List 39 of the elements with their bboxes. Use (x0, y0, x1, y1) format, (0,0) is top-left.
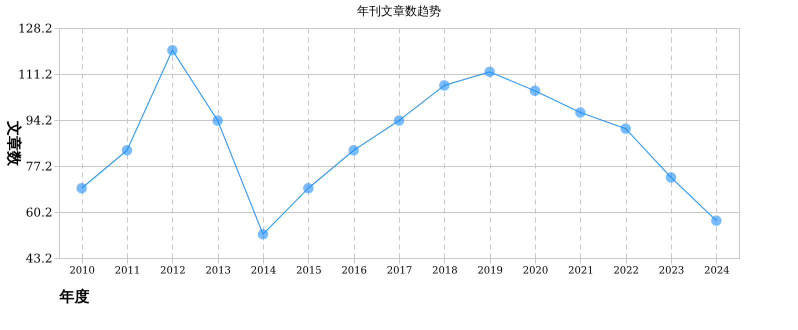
y-tick-label: 60.2 (26, 206, 52, 220)
x-tick-label: 2015 (296, 266, 322, 276)
x-tick-label: 2024 (704, 266, 730, 276)
x-tick-label: 2012 (160, 266, 186, 276)
point (575, 107, 586, 118)
y-axis-title: 文章数 (5, 120, 24, 167)
point (484, 66, 495, 78)
point (76, 182, 87, 194)
x-tick-label: 2014 (250, 266, 276, 276)
point (530, 86, 540, 96)
x-tick-label: 2022 (613, 266, 639, 276)
point (212, 115, 223, 126)
x-tick-label: 2010 (69, 266, 95, 276)
point (620, 123, 631, 134)
y-tick-label: 77.2 (26, 160, 52, 174)
x-tick-label: 2011 (114, 266, 140, 276)
y-tick-label: 128.2 (18, 22, 52, 36)
point (439, 80, 450, 91)
x-tick-label: 2018 (432, 266, 458, 276)
y-tick-label: 111.2 (18, 68, 52, 82)
x-tick-label: 2020 (522, 266, 548, 276)
x-axis-title: 年度 (58, 288, 90, 306)
x-tick-label: 2017 (386, 266, 412, 276)
point (348, 145, 359, 156)
point (666, 172, 676, 183)
y-tick-label: 94.2 (26, 114, 52, 128)
point (303, 182, 314, 194)
point (258, 228, 268, 240)
x-tick-label: 2019 (477, 266, 503, 276)
x-tick-label: 2023 (658, 266, 684, 276)
point (122, 145, 132, 156)
point (394, 115, 404, 126)
y-tick-label: 43.2 (26, 252, 52, 266)
x-tick-label: 2013 (205, 266, 231, 276)
point (711, 215, 722, 226)
x-tick-label: 2016 (341, 266, 367, 276)
x-tick-label: 2021 (568, 266, 594, 276)
chart-title: 年刊文章数趋势 (357, 4, 441, 18)
point (167, 44, 178, 56)
